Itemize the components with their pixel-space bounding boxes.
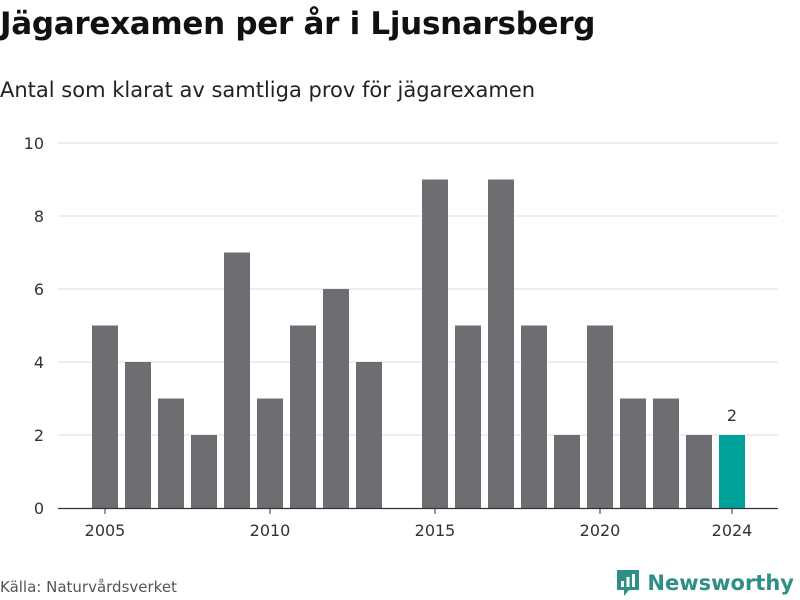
bar [323,289,349,508]
bar [257,398,283,508]
bar-chart-logo-icon [617,570,640,596]
bar [488,179,514,508]
x-tick-label: 2005 [85,521,126,540]
y-tick-label: 8 [34,207,44,226]
bar [356,362,382,508]
chart-subtitle: Antal som klarat av samtliga prov för jä… [0,78,536,102]
y-tick-label: 4 [34,353,44,372]
y-tick-label: 2 [34,426,44,445]
x-tick-label: 2015 [415,521,456,540]
y-tick-label: 6 [34,280,44,299]
x-tick-label: 2010 [250,521,291,540]
bar [686,435,712,508]
x-tick-label: 2020 [580,521,621,540]
bar-chart: 0 2 4 6 8 10 2005 2010 2015 2020 2024 2 [24,134,778,540]
bar [422,179,448,508]
y-tick-label: 10 [24,134,44,153]
bar [290,325,316,508]
bar [620,398,646,508]
bar [719,435,745,508]
bar [191,435,217,508]
bar [158,398,184,508]
data-label: 2 [727,406,737,425]
y-tick-label: 0 [34,499,44,518]
bar [521,325,547,508]
bar [653,398,679,508]
x-tick-label: 2024 [712,521,753,540]
brand-logo[interactable]: Newsworthy [615,568,794,598]
bar [455,325,481,508]
brand-name: Newsworthy [647,571,794,595]
bar [92,325,118,508]
chart-title: Jägarexamen per år i Ljusnarsberg [0,6,596,42]
bar [587,325,613,508]
bar [554,435,580,508]
bar [224,252,250,508]
bar [125,362,151,508]
source-note: Källa: Naturvårdsverket [0,578,177,596]
